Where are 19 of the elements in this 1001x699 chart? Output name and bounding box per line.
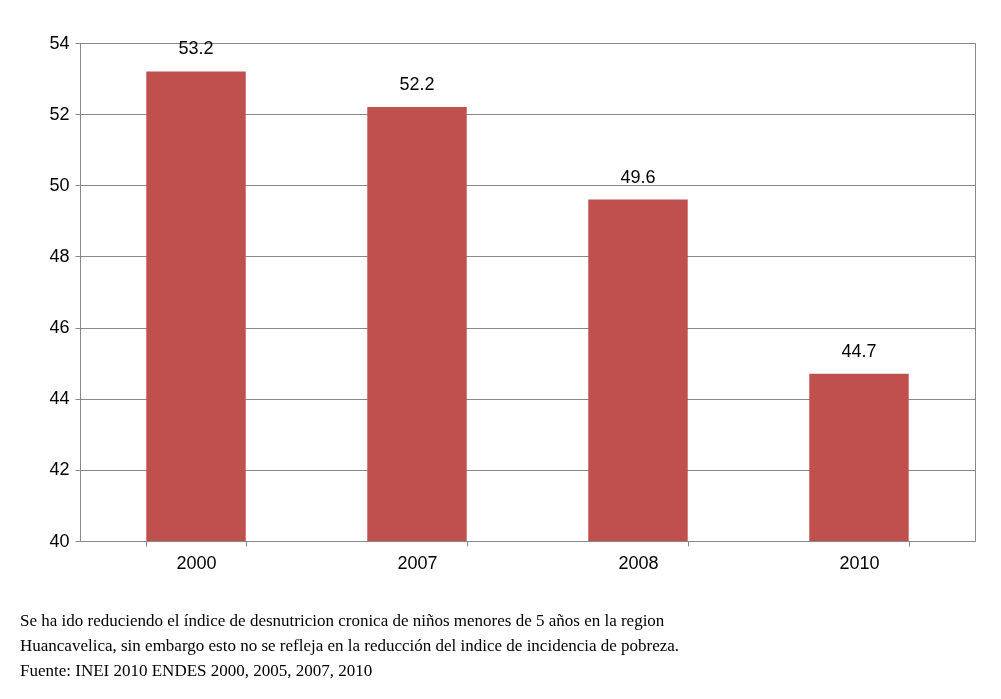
y-tick-label: 40 bbox=[49, 530, 70, 551]
text: Huancavelica, sin embargo esto no se refleja en la reducción del indice de incidencia de pobreza. bbox=[20, 636, 680, 655]
x-tick-label: 2000 bbox=[176, 552, 217, 573]
data-label: 52.2 bbox=[399, 74, 435, 95]
source-note: Fuente: INEI 2010 ENDES 2000, 2005, 2007, 2010 bbox=[20, 661, 373, 680]
data-label: 49.6 bbox=[620, 166, 656, 187]
text: Se ha ido reduciendo el índice de desnutricion cronica de niños menores de 5 años en la region bbox=[20, 611, 665, 630]
x-tick-label: 2008 bbox=[618, 552, 659, 573]
y-tick-label: 42 bbox=[49, 459, 70, 480]
y-tick-label: 50 bbox=[49, 174, 70, 195]
data-label: 44.7 bbox=[841, 340, 877, 361]
x-tick-label: 2010 bbox=[839, 552, 880, 573]
data-label: 53.2 bbox=[178, 38, 214, 59]
y-tick-label: 48 bbox=[49, 245, 70, 266]
y-tick-label: 52 bbox=[49, 103, 70, 124]
y-tick-label: 54 bbox=[49, 32, 70, 53]
x-tick-label: 2007 bbox=[397, 552, 438, 573]
y-tick-label: 44 bbox=[49, 388, 70, 409]
y-tick-label: 46 bbox=[49, 317, 70, 338]
